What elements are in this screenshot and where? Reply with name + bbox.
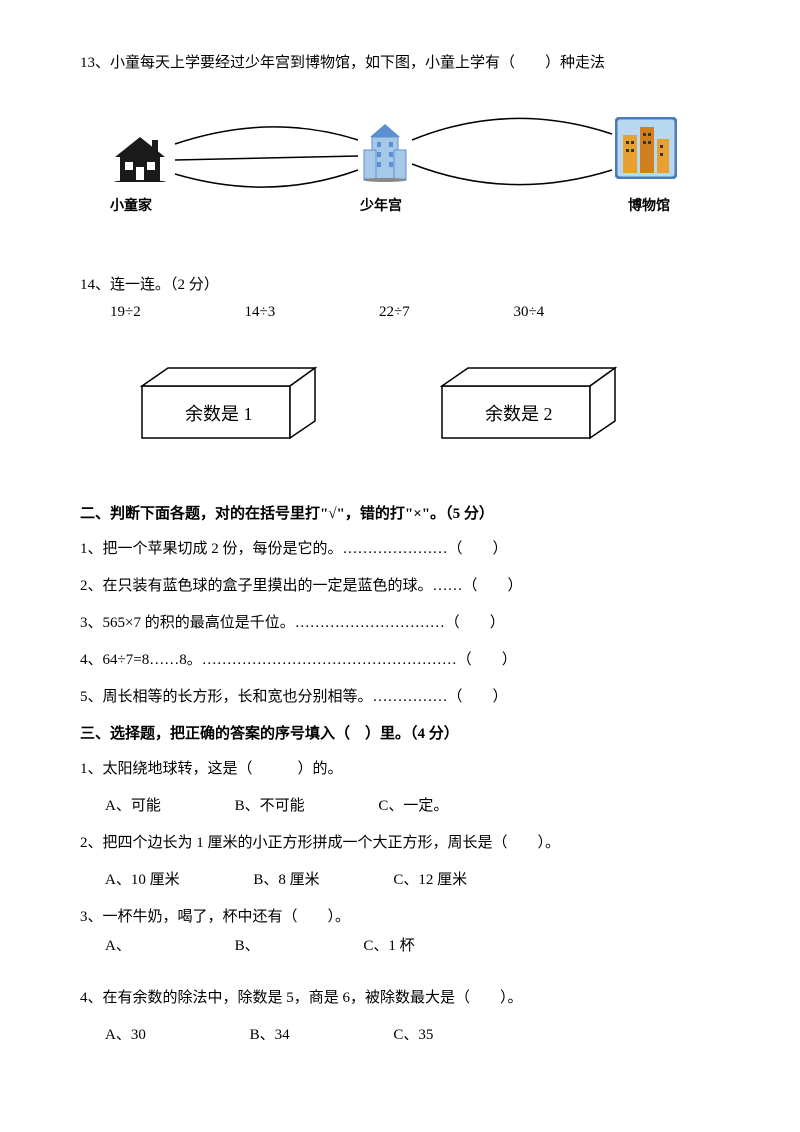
label-museum: 博物馆 — [628, 194, 670, 219]
question-14: 14、连一连。（2 分） 19÷2 14÷3 22÷7 30÷4 余数是 1 余… — [80, 272, 720, 451]
q13-text: 13、小童每天上学要经过少年宫到博物馆，如下图，小童上学有（ ）种走法 — [80, 50, 720, 77]
q4-optB: B、34 — [250, 1022, 290, 1049]
choice-q4: 4、在有余数的除法中，除数是 5，商是 6，被除数最大是（ ）。 — [80, 985, 720, 1012]
q3-optB: B、 — [235, 933, 260, 960]
remainder-box-1: 余数是 1 — [140, 366, 320, 451]
house-icon — [110, 132, 170, 182]
box1-label: 余数是 1 — [185, 398, 253, 430]
choice-q3: 3、一杯牛奶，喝了，杯中还有（ ）。 — [80, 904, 720, 931]
q3-optA: A、 — [105, 933, 131, 960]
q13-diagram: 小童家 少年宫 博物馆 — [80, 102, 700, 242]
judge-4: 4、64÷7=8……8。……………………………………………（ ） — [80, 647, 720, 674]
label-palace: 少年宫 — [360, 194, 402, 219]
choice-q2-options: A、10 厘米 B、8 厘米 C、12 厘米 — [80, 867, 720, 894]
box2-label: 余数是 2 — [485, 398, 553, 430]
q1-optA: A、可能 — [105, 793, 161, 820]
q2-optB: B、8 厘米 — [253, 867, 319, 894]
section-2: 二、判断下面各题，对的在括号里打"√"，错的打"×"。（5 分） 1、把一个苹果… — [80, 501, 720, 711]
choice-q3-options: A、 B、 C、1 杯 — [80, 933, 720, 960]
div-4: 30÷4 — [513, 299, 544, 326]
div-3: 22÷7 — [379, 299, 410, 326]
judge-5: 5、周长相等的长方形，长和宽也分别相等。……………（ ） — [80, 684, 720, 711]
q1-optB: B、不可能 — [235, 793, 305, 820]
remainder-box-2: 余数是 2 — [440, 366, 620, 451]
choice-q1-options: A、可能 B、不可能 C、一定。 — [80, 793, 720, 820]
museum-icon — [615, 117, 677, 179]
q4-optC: C、35 — [393, 1022, 433, 1049]
div-1: 19÷2 — [110, 299, 141, 326]
q14-title: 14、连一连。（2 分） — [80, 272, 720, 299]
judge-2: 2、在只装有蓝色球的盒子里摸出的一定是蓝色的球。……（ ） — [80, 573, 720, 600]
q4-optA: A、30 — [105, 1022, 146, 1049]
label-house: 小童家 — [110, 194, 152, 219]
q2-optC: C、12 厘米 — [393, 867, 467, 894]
q3-optC: C、1 杯 — [363, 933, 414, 960]
section2-title: 二、判断下面各题，对的在括号里打"√"，错的打"×"。（5 分） — [80, 501, 720, 528]
division-row: 19÷2 14÷3 22÷7 30÷4 — [80, 299, 720, 326]
judge-1: 1、把一个苹果切成 2 份，每份是它的。…………………（ ） — [80, 536, 720, 563]
section-3: 三、选择题，把正确的答案的序号填入（ ）里。（4 分） 1、太阳绕地球转，这是（… — [80, 721, 720, 1049]
q1-optC: C、一定。 — [378, 793, 448, 820]
choice-q4-options: A、30 B、34 C、35 — [80, 1022, 720, 1049]
judge-3: 3、565×7 的积的最高位是千位。…………………………（ ） — [80, 610, 720, 637]
choice-q2: 2、把四个边长为 1 厘米的小正方形拼成一个大正方形，周长是（ ）。 — [80, 830, 720, 857]
palace-icon — [360, 122, 410, 182]
question-13: 13、小童每天上学要经过少年宫到博物馆，如下图，小童上学有（ ）种走法 — [80, 50, 720, 242]
boxes-row: 余数是 1 余数是 2 — [80, 366, 720, 451]
q2-optA: A、10 厘米 — [105, 867, 180, 894]
section3-title: 三、选择题，把正确的答案的序号填入（ ）里。（4 分） — [80, 721, 720, 748]
div-2: 14÷3 — [244, 299, 275, 326]
choice-q1: 1、太阳绕地球转，这是（ ）的。 — [80, 756, 720, 783]
